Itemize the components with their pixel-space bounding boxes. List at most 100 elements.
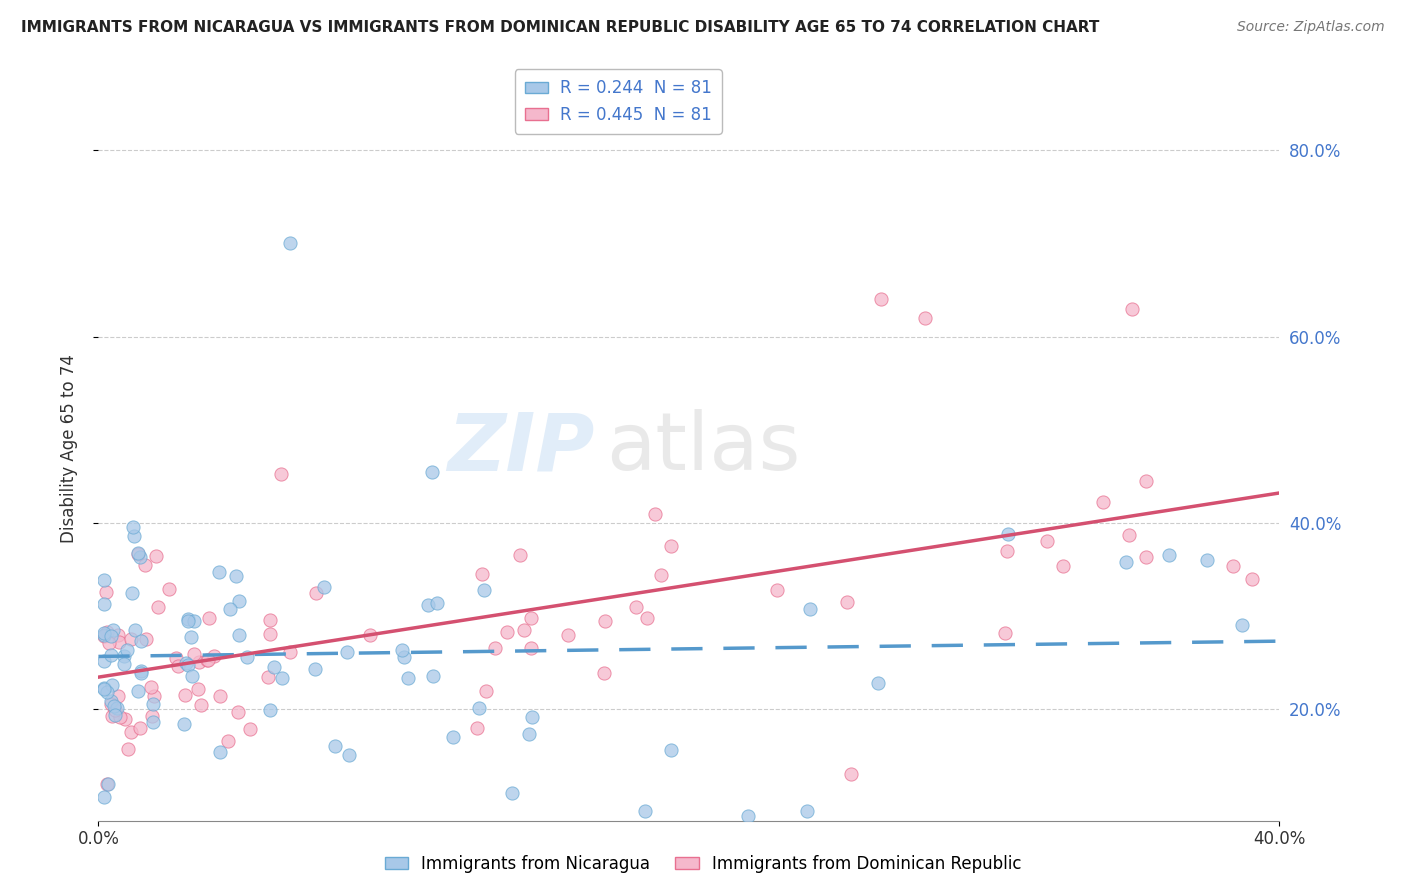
Point [107,689,129,703]
Text: Source: ZipAtlas.com: Source: ZipAtlas.com [1237,20,1385,34]
Point [1135,474,1157,488]
Y-axis label: Disability Age 65 to 74: Disability Age 65 to 74 [59,354,77,542]
Point [501,786,523,800]
Point [167,658,190,673]
Point [336,645,359,659]
Point [122,529,145,543]
Point [93,597,115,611]
Point [593,666,616,681]
Point [134,558,156,572]
Point [195,653,218,667]
Point [217,733,239,747]
Point [100,678,122,692]
Point [198,611,221,625]
Point [174,656,197,670]
Point [225,568,247,582]
Point [420,465,443,479]
Point [93,681,115,695]
Point [100,698,122,712]
Point [259,703,281,717]
Point [513,623,536,637]
Point [1157,548,1180,562]
Point [737,809,759,823]
Point [396,671,419,685]
Point [139,680,162,694]
Point [141,708,163,723]
Point [197,653,219,667]
Point [280,236,302,251]
Point [359,628,381,642]
Point [392,649,415,664]
Point [239,722,262,736]
Point [93,626,115,640]
Point [799,602,821,616]
Point [93,654,115,668]
Point [475,684,498,698]
Point [96,625,118,640]
Point [157,582,180,596]
Legend: R = 0.244  N = 81, R = 0.445  N = 81: R = 0.244 N = 81, R = 0.445 N = 81 [515,70,721,134]
Point [120,632,142,647]
Point [114,712,136,726]
Point [305,585,328,599]
Point [142,714,165,729]
Point [135,632,157,646]
Point [263,660,285,674]
Point [391,643,413,657]
Point [124,623,146,637]
Point [870,293,893,307]
Point [659,539,682,553]
Point [146,600,169,615]
Point [127,547,149,561]
Point [418,598,440,612]
Point [165,650,187,665]
Point [517,727,540,741]
Point [866,676,889,690]
Point [142,689,165,703]
Point [520,611,543,625]
Point [1115,555,1137,569]
Point [624,599,647,614]
Point [142,697,165,711]
Point [183,648,205,662]
Point [994,625,1017,640]
Point [97,777,120,791]
Point [1232,618,1254,632]
Point [426,596,449,610]
Point [1052,558,1074,573]
Point [100,709,122,723]
Point [129,721,152,735]
Point [468,701,491,715]
Point [1118,527,1140,541]
Point [121,586,143,600]
Point [121,520,143,534]
Point [131,634,153,648]
Point [914,310,936,325]
Point [93,628,115,642]
Point [1036,534,1059,549]
Point [509,549,531,563]
Point [636,611,658,625]
Point [465,721,488,735]
Point [100,629,122,643]
Point [101,623,124,637]
Point [644,507,666,521]
Point [209,745,232,759]
Point [96,685,118,699]
Point [127,546,149,560]
Point [522,709,544,723]
Point [105,701,128,715]
Point [472,582,495,597]
Point [190,698,212,712]
Point [236,649,259,664]
Point [835,595,858,609]
Point [339,748,361,763]
Point [129,549,152,564]
Point [422,669,444,683]
Point [208,565,231,579]
Point [110,710,132,724]
Point [228,628,250,642]
Point [173,717,195,731]
Legend: Immigrants from Nicaragua, Immigrants from Dominican Republic: Immigrants from Nicaragua, Immigrants fr… [378,848,1028,880]
Text: atlas: atlas [606,409,800,487]
